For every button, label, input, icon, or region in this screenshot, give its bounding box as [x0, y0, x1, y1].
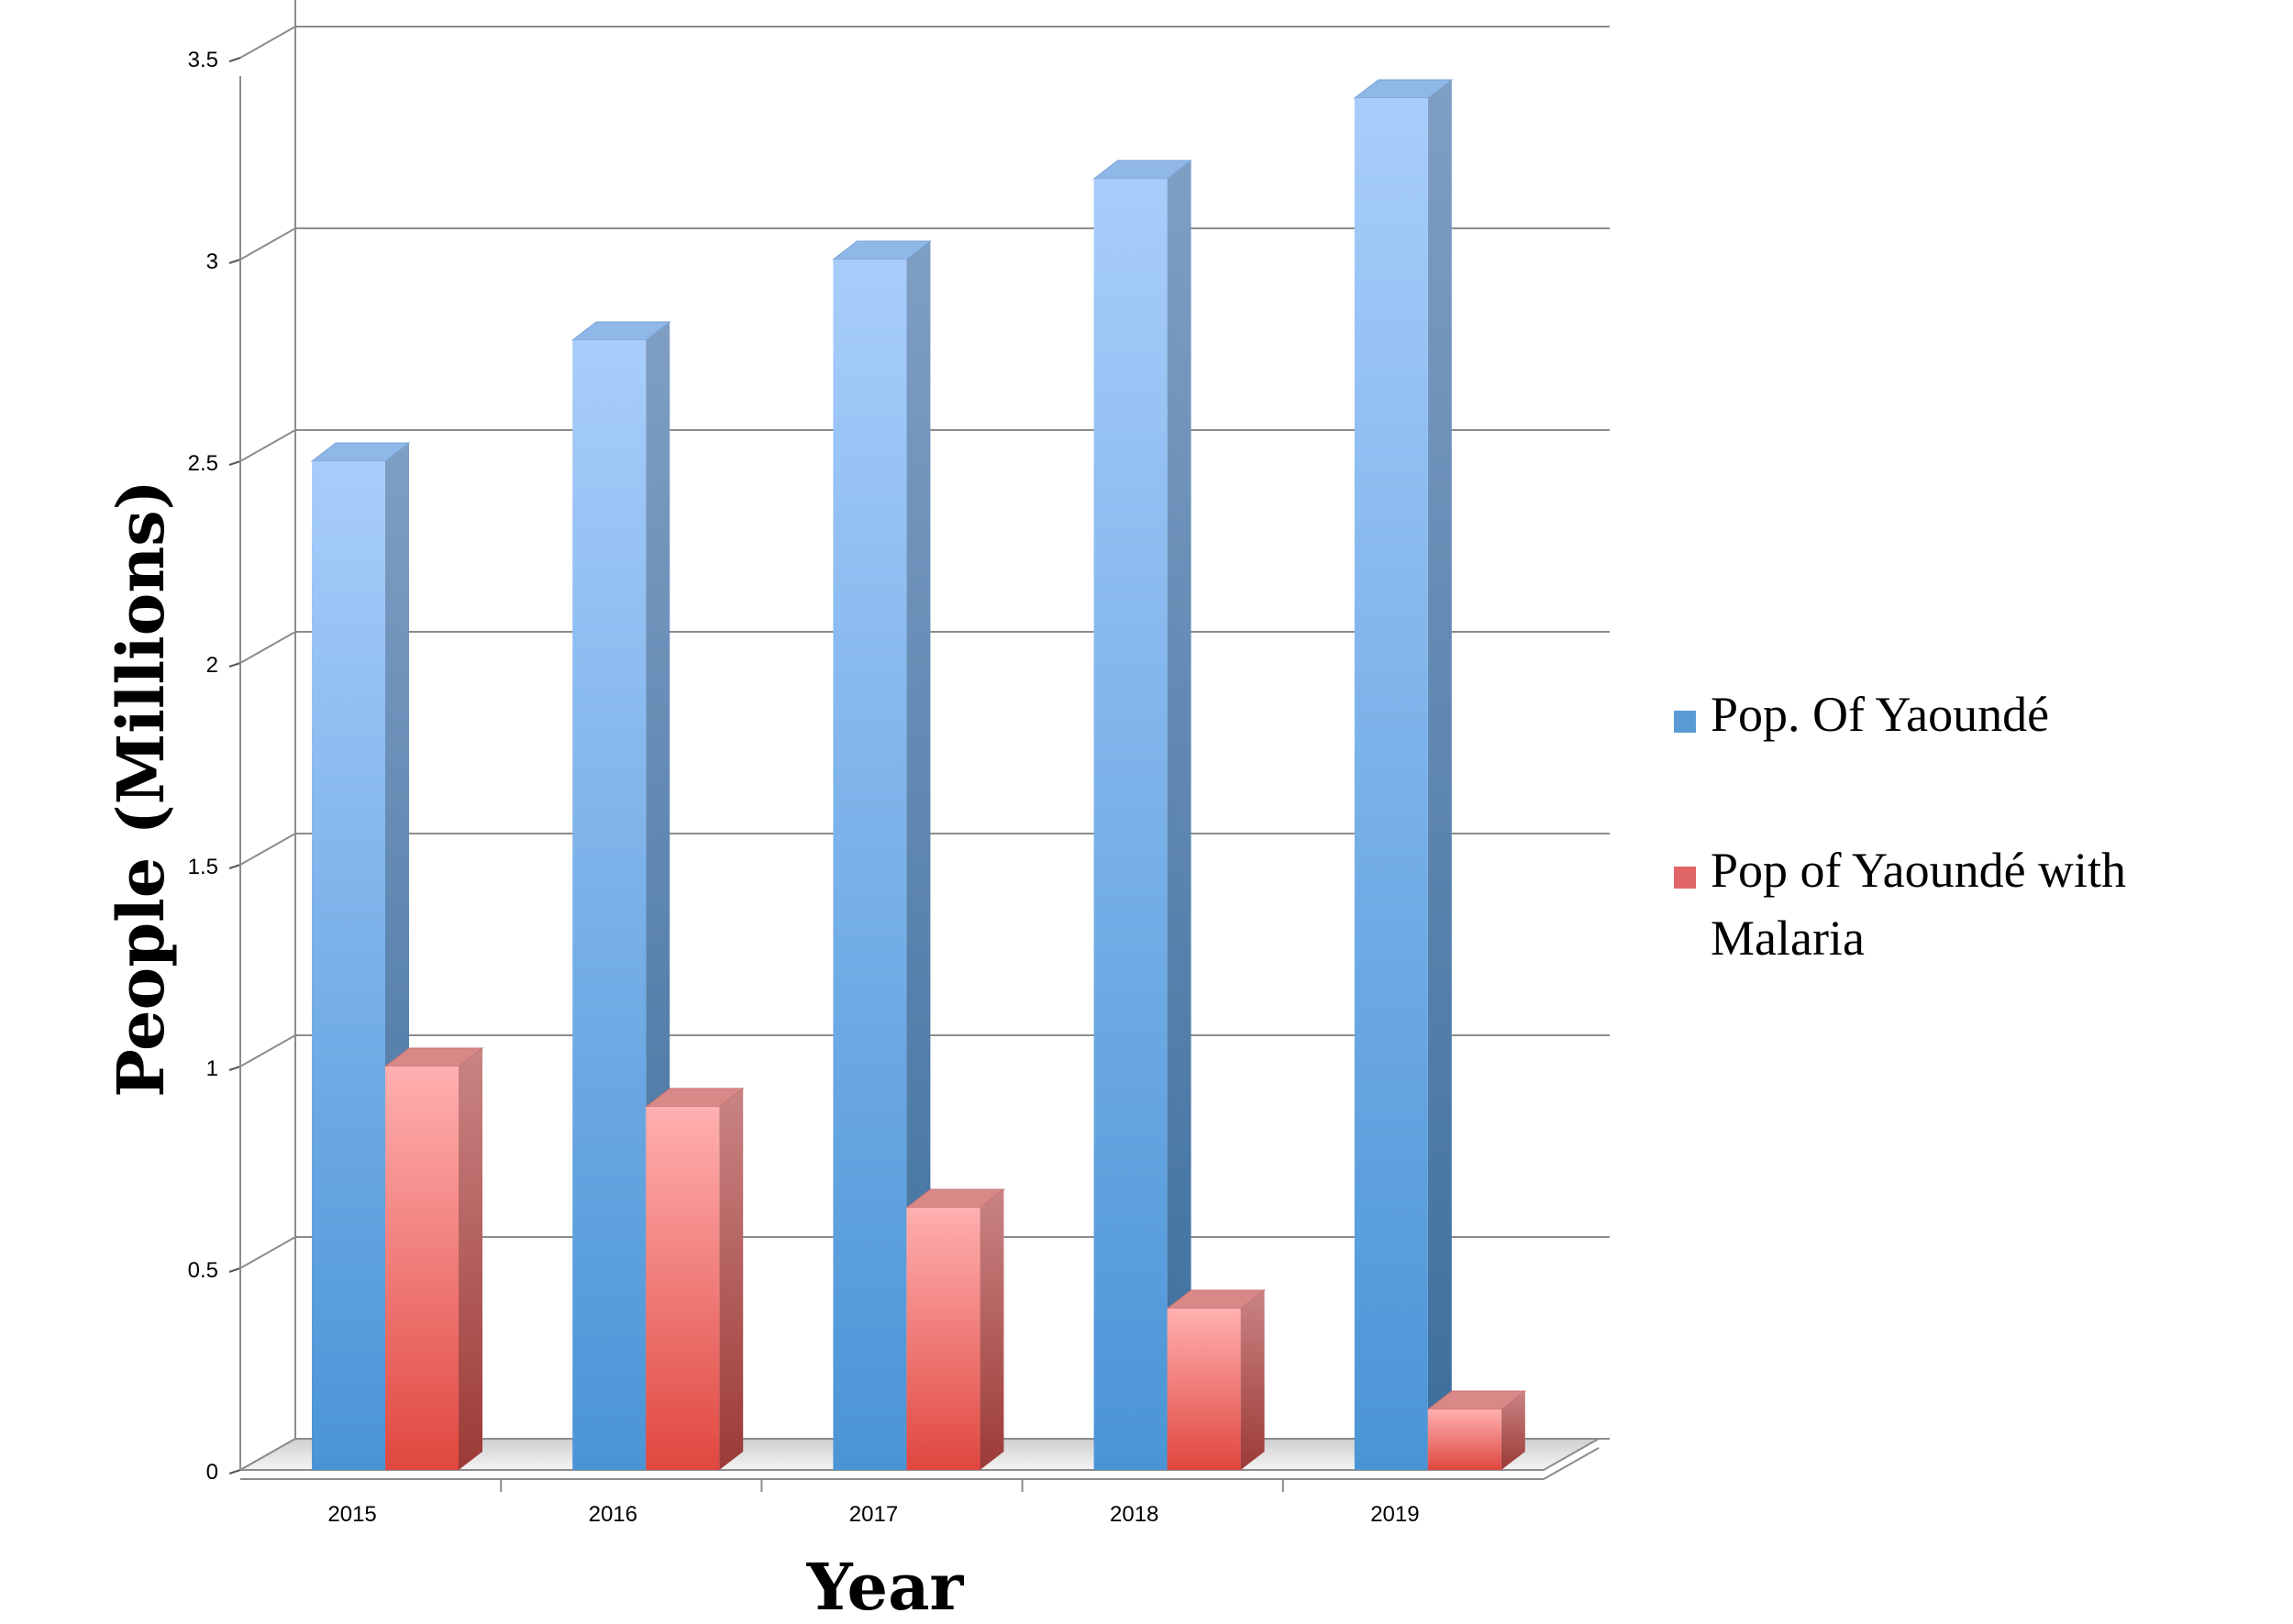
bar-malaria-2015: [383, 1047, 484, 1470]
legend-item-malaria: Pop of Yaoundé with Malaria: [1674, 843, 2126, 966]
y-axis-title: People (Millions): [103, 480, 179, 1098]
x-tick-label: 2016: [589, 1502, 637, 1527]
bar-side-face: [1427, 80, 1452, 1470]
bar-side-face: [980, 1189, 1004, 1470]
y-axis: 0 0.5 1 1.5 2 2.5 3 3.5: [188, 48, 241, 1485]
bar-population-2018: [1092, 160, 1193, 1470]
bar-front-face: [833, 260, 907, 1470]
y-tick-mark: [228, 1469, 241, 1475]
bar-side-face: [906, 241, 931, 1470]
bar-front-face: [1427, 1409, 1501, 1470]
gridline-depth: [239, 26, 296, 59]
gridline-depth: [239, 1236, 296, 1269]
y-tick-label: 3: [206, 249, 218, 274]
legend-swatch: [1674, 867, 1696, 889]
gridline-depth: [239, 1034, 296, 1067]
y-tick-mark: [228, 259, 241, 264]
bar-front-face: [1167, 1309, 1241, 1470]
gridline-depth: [239, 833, 296, 866]
y-tick-mark: [228, 662, 241, 668]
legend: Pop. Of Yaoundé Pop of Yaoundé with Malari…: [1674, 687, 2126, 966]
bar-side-face: [1240, 1290, 1265, 1470]
y-tick-label: 0: [206, 1460, 218, 1485]
bar-population-2019: [1353, 79, 1454, 1470]
bar-front-face: [1354, 98, 1428, 1470]
gridline-depth: [239, 429, 296, 462]
x-axis-depth: [1543, 1447, 1600, 1480]
gridline-depth: [239, 227, 296, 260]
legend-item-population: Pop. Of Yaoundé: [1674, 687, 2049, 742]
bar-side-face: [1501, 1391, 1525, 1470]
bar-front-face: [1093, 179, 1168, 1470]
y-tick-label: 1.5: [188, 855, 218, 879]
x-tick-label: 2017: [849, 1502, 898, 1527]
x-tick-label: 2019: [1370, 1502, 1419, 1527]
bar-population-2017: [831, 240, 932, 1470]
gridline-depth: [239, 631, 296, 664]
bar-front-face: [906, 1208, 980, 1470]
bar-malaria-2019: [1426, 1390, 1527, 1470]
bar-front-face: [312, 461, 385, 1470]
bar-front-face: [646, 1107, 720, 1470]
bar-side-face: [719, 1088, 744, 1470]
x-tick-label: 2018: [1110, 1502, 1158, 1527]
y-tick-label: 1: [206, 1056, 218, 1081]
y-tick-label: 2.5: [188, 451, 218, 476]
y-tick-label: 3.5: [188, 48, 218, 72]
legend-label: Pop. Of Yaoundé: [1711, 687, 2049, 742]
bar-malaria-2016: [644, 1088, 745, 1470]
y-tick-label: 0.5: [188, 1258, 218, 1283]
y-tick-mark: [228, 460, 241, 466]
bar-front-face: [572, 340, 647, 1470]
x-tick-label: 2015: [327, 1502, 376, 1527]
bar-side-face: [459, 1048, 482, 1470]
bars: [310, 79, 1527, 1470]
y-tick-label: 2: [206, 653, 218, 678]
legend-label: Pop of Yaoundé with Malaria: [1711, 843, 2126, 966]
bar-side-face: [1167, 160, 1191, 1470]
y-tick-mark: [228, 1267, 241, 1273]
x-axis: 2015 2016 2017 2018 2019: [240, 1447, 1600, 1527]
y-tick-mark: [228, 1066, 241, 1071]
bar-front-face: [385, 1066, 459, 1470]
y-tick-mark: [228, 864, 241, 869]
x-axis-title: Year: [806, 1549, 965, 1624]
legend-swatch: [1674, 711, 1696, 733]
bar-malaria-2018: [1166, 1289, 1267, 1470]
bar-malaria-2017: [904, 1188, 1005, 1470]
y-tick-mark: [228, 57, 241, 62]
bar-population-2016: [570, 321, 671, 1470]
